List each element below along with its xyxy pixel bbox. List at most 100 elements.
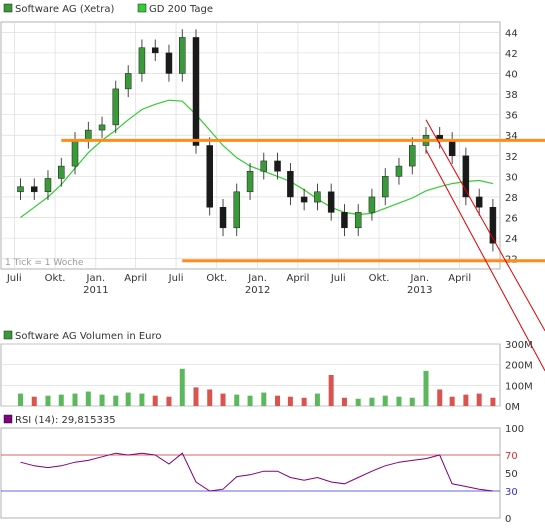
volume-bar bbox=[409, 397, 415, 406]
volume-tick-label: 100M bbox=[505, 381, 533, 392]
volume-bar bbox=[45, 395, 51, 406]
volume-bar bbox=[58, 394, 64, 406]
rsi-tick-label: 30 bbox=[505, 487, 518, 498]
rsi-grid bbox=[1, 454, 500, 492]
price-panel: 222426283032343638404244 Software AG (Xe… bbox=[0, 3, 545, 371]
volume-bar bbox=[341, 397, 347, 406]
volume-bar bbox=[17, 393, 23, 406]
volume-bar bbox=[449, 396, 455, 406]
volume-bar bbox=[85, 391, 91, 406]
price-panel-frame bbox=[0, 21, 501, 270]
price-tick-label: 34 bbox=[505, 131, 518, 142]
volume-bar bbox=[113, 395, 119, 406]
volume-panel: Software AG Volumen in Euro 0M 100M 200M 30… bbox=[0, 330, 533, 413]
candle-down bbox=[192, 37, 200, 146]
time-tick-label: Okt. bbox=[369, 273, 390, 284]
time-tick-label: Jan. bbox=[247, 273, 267, 284]
candle-up bbox=[58, 165, 65, 179]
rsi-legend-swatch bbox=[3, 414, 13, 424]
volume-bar bbox=[234, 394, 240, 406]
time-tick-label: Juli bbox=[6, 273, 22, 284]
candle-up bbox=[98, 124, 106, 131]
price-tick-label: 24 bbox=[505, 234, 518, 245]
rsi-legend-label: RSI (14): 29,815335 bbox=[15, 415, 116, 426]
channel-lower-line bbox=[425, 149, 545, 371]
time-tick-label: Jan. bbox=[86, 273, 106, 284]
candle-down bbox=[30, 186, 38, 193]
trend-layer bbox=[61, 119, 545, 371]
candle-up bbox=[85, 129, 92, 141]
candle-down bbox=[274, 160, 281, 172]
candle-up bbox=[17, 186, 24, 193]
volume-bar bbox=[490, 397, 496, 406]
rsi-line bbox=[20, 452, 493, 492]
time-tick-label: April bbox=[124, 273, 147, 284]
volume-bar bbox=[139, 393, 145, 406]
time-tick-label: Okt. bbox=[206, 273, 227, 284]
year-label: 2011 bbox=[83, 285, 108, 296]
rsi-panel-frame bbox=[0, 427, 501, 519]
year-label: 2012 bbox=[245, 285, 270, 296]
time-tick-label: Juli bbox=[330, 273, 346, 284]
candle-down bbox=[219, 207, 227, 229]
volume-bar bbox=[423, 370, 429, 406]
candle-up bbox=[395, 165, 403, 177]
price-legend-swatch bbox=[3, 3, 13, 13]
rsi-y-axis: 0 30 50 70 100 bbox=[505, 424, 524, 525]
time-tick-label: April bbox=[286, 273, 309, 284]
volume-tick-label: 300M bbox=[505, 340, 533, 351]
time-tick-label: Okt. bbox=[45, 273, 66, 284]
sma-200-line bbox=[20, 99, 494, 218]
volume-bar bbox=[125, 392, 131, 406]
volume-bar bbox=[437, 389, 443, 406]
rsi-polyline bbox=[20, 452, 493, 492]
volume-bar bbox=[247, 395, 253, 406]
price-tick-label: 40 bbox=[505, 69, 518, 80]
volume-bar bbox=[152, 395, 158, 406]
candle-up bbox=[71, 140, 79, 167]
time-tick-label: Juli bbox=[168, 273, 184, 284]
candle-down bbox=[287, 170, 294, 198]
volume-bar bbox=[287, 396, 293, 406]
candle-up bbox=[409, 145, 416, 167]
candle-down bbox=[489, 207, 497, 244]
sma-layer bbox=[20, 99, 494, 218]
rsi-tick-label: 70 bbox=[505, 451, 518, 462]
rsi-panel: RSI (14): 29,815335 0 30 50 70 100 bbox=[0, 414, 524, 525]
candle-up bbox=[314, 191, 321, 203]
volume-bar bbox=[31, 396, 37, 406]
price-tick-label: 42 bbox=[505, 49, 518, 60]
volume-bar bbox=[301, 397, 307, 406]
candle-layer bbox=[17, 29, 497, 252]
volume-bar bbox=[355, 398, 361, 406]
volume-bar bbox=[328, 375, 334, 406]
candle-up bbox=[246, 170, 254, 193]
price-y-axis: 222426283032343638404244 bbox=[505, 28, 518, 265]
candle-down bbox=[448, 140, 456, 157]
time-tick-label: April bbox=[448, 273, 471, 284]
volume-bar bbox=[166, 396, 172, 406]
rsi-tick-label: 100 bbox=[505, 424, 524, 435]
price-tick-label: 32 bbox=[505, 152, 518, 163]
rsi-tick-label: 0 bbox=[505, 514, 511, 525]
candle-down bbox=[165, 52, 173, 74]
volume-bar bbox=[220, 393, 226, 406]
price-tick-label: 44 bbox=[505, 28, 518, 39]
volume-bar bbox=[314, 393, 320, 406]
candle-up bbox=[124, 73, 132, 90]
candle-up bbox=[112, 88, 120, 126]
price-tick-label: 36 bbox=[505, 111, 518, 122]
sma-legend-label: GD 200 Tage bbox=[149, 4, 213, 15]
channel-upper-line bbox=[425, 119, 545, 331]
candle-up bbox=[381, 176, 389, 198]
rsi-tick-label: 50 bbox=[505, 469, 518, 480]
price-legend-label: Software AG (Xetra) bbox=[15, 4, 114, 15]
candle-down bbox=[462, 155, 470, 198]
volume-bar bbox=[396, 396, 402, 406]
tick-note: 1 Tick = 1 Woche bbox=[5, 258, 84, 268]
price-tick-label: 26 bbox=[505, 214, 518, 225]
candle-up bbox=[260, 160, 268, 172]
volume-legend-swatch bbox=[3, 330, 13, 340]
